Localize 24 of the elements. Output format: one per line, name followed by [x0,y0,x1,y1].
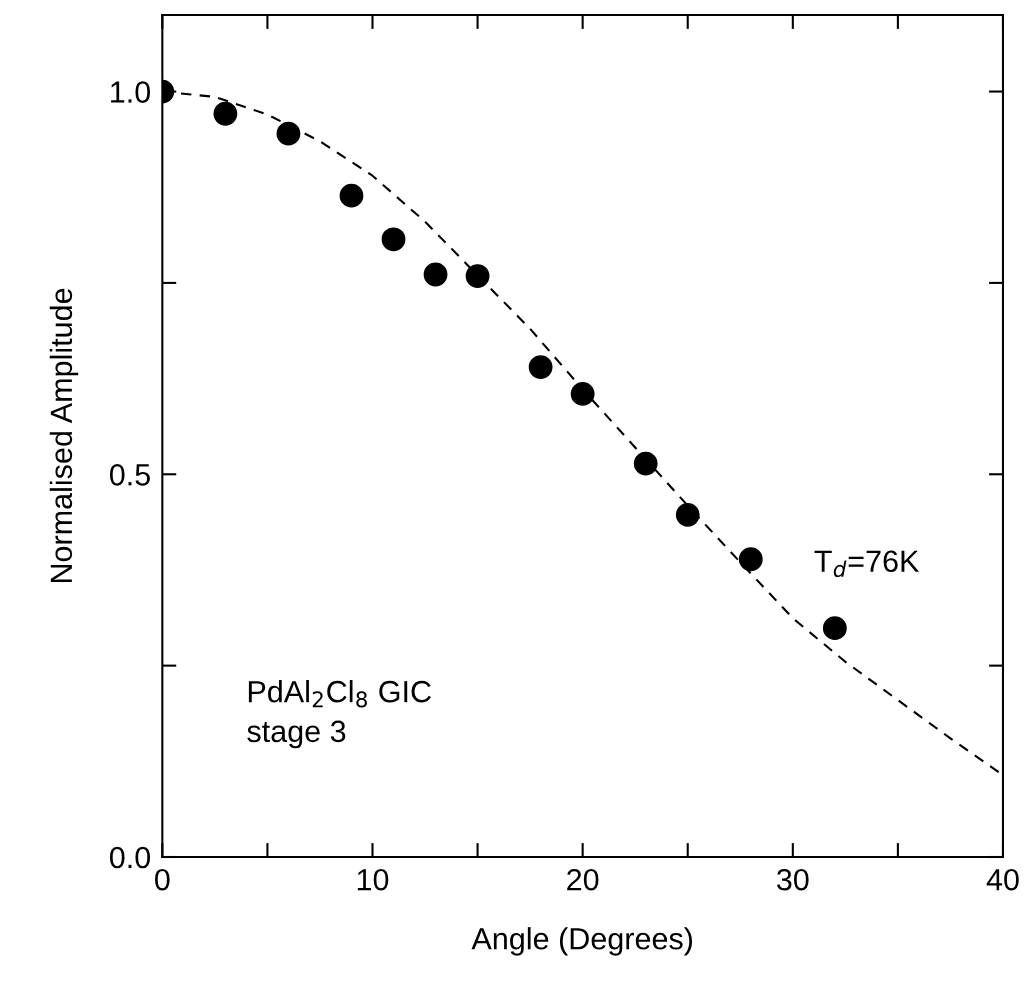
point [528,355,553,380]
point [213,101,238,126]
point [738,547,763,572]
y-axis-title: Normalised Amplitude [49,288,79,583]
x-tick-label: 10 [357,868,389,891]
point [822,616,847,641]
point [423,262,448,287]
x-tick-label: 20 [567,868,599,891]
x-tick-label: 0 [155,868,170,891]
y-tick-label: 0.5 [109,464,150,486]
point [381,227,406,252]
text: PdAl$_{2}$Cl$_{8}$ GIC stage 3 [247,680,431,749]
x-tick-label: 30 [776,868,809,891]
x-axis-title: Angle (Degrees) [471,927,693,956]
point [465,264,490,288]
point [633,451,658,476]
point [570,382,595,406]
y-tick-label: 1.0 [111,81,151,103]
point [276,121,301,146]
point [339,183,364,208]
y-tick-label: 0.0 [109,846,151,869]
annotation: T$_{d}$=76K [814,550,920,578]
x-tick-label: 40 [986,868,1019,891]
point [675,502,700,527]
